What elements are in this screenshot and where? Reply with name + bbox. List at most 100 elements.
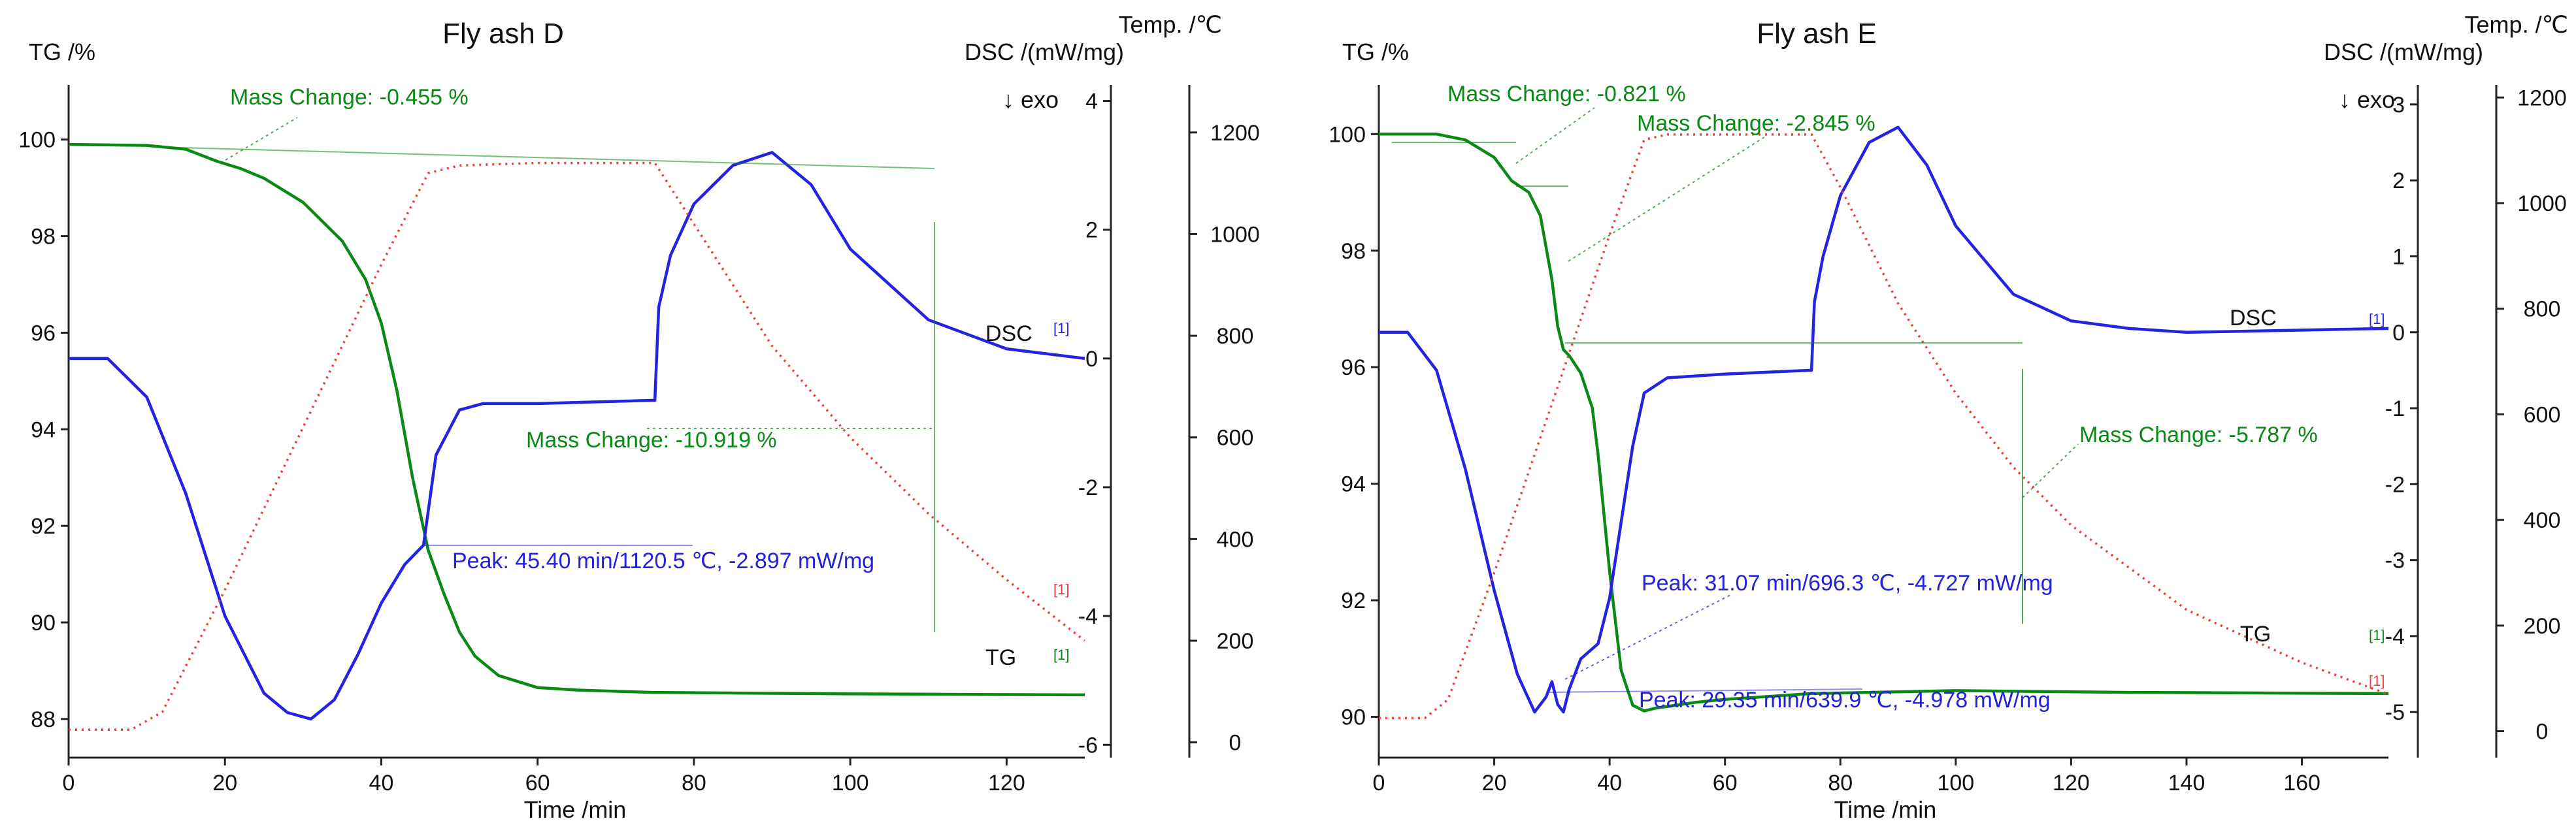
dsc-tick-label: -3 (2385, 549, 2405, 573)
tg-series-line (68, 142, 1085, 697)
temp-tick-label: 600 (1217, 426, 1254, 451)
chart-panel-fly-ash-e: Fly ash E TG /% Temp. /℃ DSC /(mW/mg) ↓ … (1329, 11, 2568, 823)
x-tick-label: 120 (988, 771, 1025, 796)
x-tick-label: 60 (1713, 771, 1738, 796)
dsc-tick-label: 3 (2392, 93, 2405, 118)
annotation-guides (156, 117, 935, 632)
series-layer (1379, 125, 2389, 720)
dsc-tick-label: -4 (1078, 604, 1098, 629)
temp-tick-label: 400 (1217, 527, 1254, 552)
dsc-series-line (69, 151, 1085, 721)
mass-change-annotation: Mass Change: -0.821 % (1447, 82, 1686, 106)
tg-series-line (1379, 133, 2389, 713)
temp-tick-label: 1200 (1210, 121, 1260, 146)
chart-title: Fly ash E (1757, 18, 1876, 50)
tg-tick-label: 94 (1341, 472, 1366, 497)
temp-tick-label: 200 (1217, 629, 1254, 654)
temp-tick-label: 0 (2536, 720, 2549, 745)
temp-tick-label: 1000 (2517, 191, 2567, 216)
x-axis-label: Time /min (1834, 796, 1937, 823)
chart-panel-fly-ash-d: Fly ash D TG /% Temp. /℃ DSC /(mW/mg) ↓ … (18, 11, 1260, 823)
x-axis-label: Time /min (524, 796, 627, 823)
dsc-curve-label: DSC (985, 321, 1032, 346)
exo-direction-label: ↓ exo (2339, 86, 2395, 113)
temp-tick-label: 200 (2524, 614, 2561, 639)
temp-series-tag: [1] (2369, 673, 2385, 689)
dsc-axis-label: DSC /(mW/mg) (965, 39, 1124, 65)
tg-tick-label: 100 (1329, 122, 1366, 147)
tg-tick-label: 94 (31, 417, 56, 442)
dsc-tick-label: 1 (2392, 244, 2405, 269)
dsc-tick-label: -1 (2385, 396, 2405, 421)
x-tick-label: 20 (212, 771, 237, 796)
mass-change-annotation: Mass Change: -0.455 % (230, 85, 469, 110)
x-tick-label: 20 (1482, 771, 1507, 796)
x-tick-label: 100 (832, 771, 869, 796)
temp-axis-label: Temp. /℃ (2465, 11, 2568, 38)
tg-curve-label: TG (2240, 622, 2271, 647)
tg-tick-label: 90 (31, 611, 56, 635)
dsc-tick-label: -4 (2385, 624, 2405, 649)
dsc-tick-label: 0 (2392, 321, 2405, 346)
temp-tick-label: 800 (2524, 297, 2561, 322)
dsc-tick-label: -6 (1078, 733, 1098, 758)
dsc-series-line (1379, 125, 2389, 714)
dsc-peak-annotation: Peak: 29.35 min/639.9 ℃, -4.978 mW/mg (1639, 688, 2051, 713)
dsc-axis-label: DSC /(mW/mg) (2324, 39, 2483, 65)
tg-tick-label: 90 (1341, 705, 1366, 730)
tg-tick-label: 100 (18, 128, 56, 153)
x-tick-label: 160 (2283, 771, 2320, 796)
chart-title: Fly ash D (442, 18, 564, 50)
dsc-tick-label: -2 (1078, 475, 1098, 500)
dsc-tick-label: 0 (1085, 347, 1098, 372)
dsc-tick-label: 2 (2392, 169, 2405, 193)
x-tick-label: 60 (525, 771, 550, 796)
temp-tick-label: 800 (1217, 324, 1254, 349)
x-tick-label: 80 (682, 771, 706, 796)
x-tick-label: 40 (369, 771, 394, 796)
x-tick-label: 40 (1597, 771, 1622, 796)
tg-axis-label: TG /% (1342, 39, 1409, 65)
mass-change-annotation: Mass Change: -10.919 % (526, 428, 777, 453)
mass-change-annotation: Mass Change: -5.787 % (2079, 423, 2318, 447)
temp-tick-label: 1000 (1210, 222, 1260, 247)
tg-series-tag: [1] (2369, 627, 2385, 643)
mass-change-annotation: Mass Change: -2.845 % (1637, 111, 1875, 136)
x-tick-label: 100 (1937, 771, 1974, 796)
series-layer (68, 142, 1086, 731)
tg-tick-label: 96 (1341, 355, 1366, 380)
temp-tick-label: 600 (2524, 402, 2561, 427)
tg-tick-label: 92 (31, 514, 56, 539)
dsc-tick-label: 2 (1085, 218, 1098, 243)
dsc-series-tag: [1] (1053, 320, 1069, 336)
tg-tick-label: 96 (31, 321, 56, 346)
tg-axis-label: TG /% (29, 39, 95, 65)
tg-curve-label: TG (985, 645, 1016, 670)
dsc-tick-label: -5 (2385, 700, 2405, 725)
exo-direction-label: ↓ exo (1002, 86, 1059, 113)
dsc-peak-annotation: Peak: 45.40 min/1120.5 ℃, -2.897 mW/mg (452, 549, 874, 573)
x-tick-label: 0 (63, 771, 75, 796)
x-tick-label: 80 (1828, 771, 1853, 796)
temp-tick-label: 1200 (2517, 86, 2567, 110)
annotation-guides (1392, 107, 2079, 693)
x-tick-label: 0 (1373, 771, 1385, 796)
dsc-tick-label: -2 (2385, 472, 2405, 497)
tg-tick-label: 92 (1341, 588, 1366, 613)
dsc-tick-label: 4 (1085, 89, 1098, 114)
tg-tick-label: 98 (1341, 239, 1366, 264)
temp-tick-label: 0 (1229, 731, 1242, 756)
tg-tick-label: 88 (31, 707, 56, 732)
temp-series-line (1379, 133, 2389, 720)
x-tick-label: 140 (2168, 771, 2205, 796)
x-tick-label: 120 (2053, 771, 2090, 796)
dsc-peak-annotation: Peak: 31.07 min/696.3 ℃, -4.727 mW/mg (1642, 571, 2053, 596)
dsc-curve-label: DSC (2230, 306, 2277, 330)
temp-tick-label: 400 (2524, 508, 2561, 533)
temp-series-tag: [1] (1053, 581, 1069, 598)
temp-axis-label: Temp. /℃ (1119, 11, 1222, 38)
